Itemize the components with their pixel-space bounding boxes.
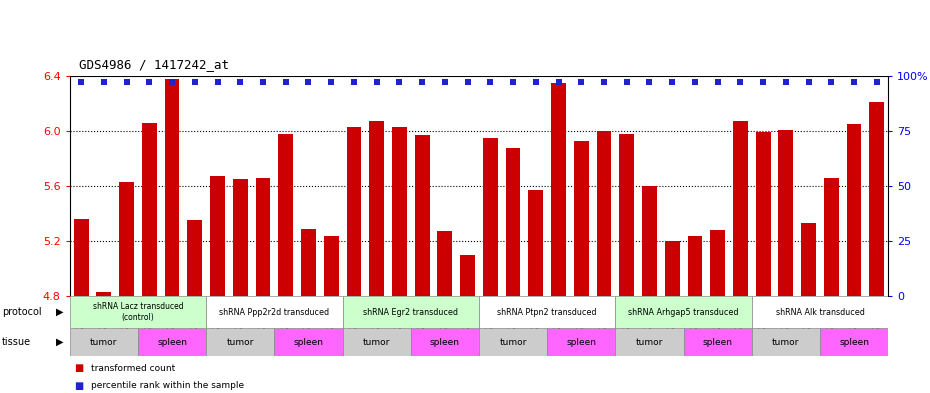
Bar bbox=[751, 328, 820, 356]
Bar bbox=[187, 220, 202, 296]
Bar bbox=[665, 241, 680, 296]
Text: GDS4986 / 1417242_at: GDS4986 / 1417242_at bbox=[79, 58, 229, 71]
Bar bbox=[165, 79, 179, 296]
Bar bbox=[70, 296, 206, 328]
Text: shRNA Ppp2r2d transduced: shRNA Ppp2r2d transduced bbox=[219, 308, 329, 316]
Bar bbox=[415, 135, 430, 296]
Bar bbox=[479, 328, 547, 356]
Bar bbox=[820, 328, 888, 356]
Text: ▶: ▶ bbox=[56, 307, 63, 317]
Text: spleen: spleen bbox=[430, 338, 459, 347]
Bar bbox=[232, 179, 247, 296]
Bar bbox=[846, 124, 861, 296]
Bar bbox=[778, 130, 793, 296]
Bar bbox=[687, 235, 702, 296]
Bar bbox=[70, 328, 138, 356]
Bar bbox=[801, 223, 816, 296]
Bar bbox=[301, 229, 316, 296]
Bar bbox=[274, 328, 342, 356]
Bar bbox=[596, 131, 611, 296]
Text: tumor: tumor bbox=[772, 338, 800, 347]
Bar bbox=[479, 296, 616, 328]
Text: ■: ■ bbox=[74, 363, 84, 373]
Bar bbox=[870, 102, 884, 296]
Bar bbox=[574, 141, 589, 296]
Text: spleen: spleen bbox=[839, 338, 869, 347]
Bar bbox=[97, 292, 112, 296]
Bar bbox=[460, 255, 475, 296]
Bar bbox=[506, 147, 521, 296]
Text: tumor: tumor bbox=[90, 338, 117, 347]
Text: shRNA Ptpn2 transduced: shRNA Ptpn2 transduced bbox=[498, 308, 597, 316]
Text: ▶: ▶ bbox=[56, 337, 63, 347]
Bar bbox=[142, 123, 156, 296]
Text: shRNA Egr2 transduced: shRNA Egr2 transduced bbox=[364, 308, 458, 316]
Bar bbox=[528, 190, 543, 296]
Bar bbox=[642, 186, 657, 296]
Bar bbox=[547, 328, 616, 356]
Text: ■: ■ bbox=[74, 381, 84, 391]
Bar bbox=[616, 328, 684, 356]
Bar bbox=[616, 296, 751, 328]
Text: tumor: tumor bbox=[363, 338, 391, 347]
Bar bbox=[684, 328, 751, 356]
Text: percentile rank within the sample: percentile rank within the sample bbox=[91, 381, 245, 390]
Bar bbox=[347, 127, 361, 296]
Bar bbox=[324, 235, 339, 296]
Text: tumor: tumor bbox=[499, 338, 526, 347]
Bar bbox=[256, 178, 271, 296]
Text: shRNA Arhgap5 transduced: shRNA Arhgap5 transduced bbox=[629, 308, 738, 316]
Bar bbox=[733, 121, 748, 296]
Bar bbox=[206, 296, 342, 328]
Bar bbox=[711, 230, 725, 296]
Bar bbox=[369, 121, 384, 296]
Bar bbox=[206, 328, 274, 356]
Bar bbox=[551, 83, 565, 296]
Text: spleen: spleen bbox=[703, 338, 733, 347]
Text: spleen: spleen bbox=[566, 338, 596, 347]
Text: tumor: tumor bbox=[227, 338, 254, 347]
Bar bbox=[342, 296, 479, 328]
Text: spleen: spleen bbox=[157, 338, 187, 347]
Bar bbox=[138, 328, 206, 356]
Text: transformed count: transformed count bbox=[91, 364, 176, 373]
Bar bbox=[619, 134, 634, 296]
Bar bbox=[411, 328, 479, 356]
Bar bbox=[483, 138, 498, 296]
Bar bbox=[73, 219, 88, 296]
Text: tissue: tissue bbox=[2, 337, 31, 347]
Bar bbox=[751, 296, 888, 328]
Text: shRNA Lacz transduced
(control): shRNA Lacz transduced (control) bbox=[93, 302, 183, 322]
Bar bbox=[278, 134, 293, 296]
Text: shRNA Alk transduced: shRNA Alk transduced bbox=[776, 308, 864, 316]
Bar bbox=[342, 328, 411, 356]
Bar bbox=[756, 132, 770, 296]
Text: spleen: spleen bbox=[294, 338, 324, 347]
Bar bbox=[119, 182, 134, 296]
Bar bbox=[210, 176, 225, 296]
Text: protocol: protocol bbox=[2, 307, 42, 317]
Bar bbox=[437, 231, 452, 296]
Bar bbox=[824, 178, 839, 296]
Bar bbox=[392, 127, 406, 296]
Text: tumor: tumor bbox=[636, 338, 663, 347]
